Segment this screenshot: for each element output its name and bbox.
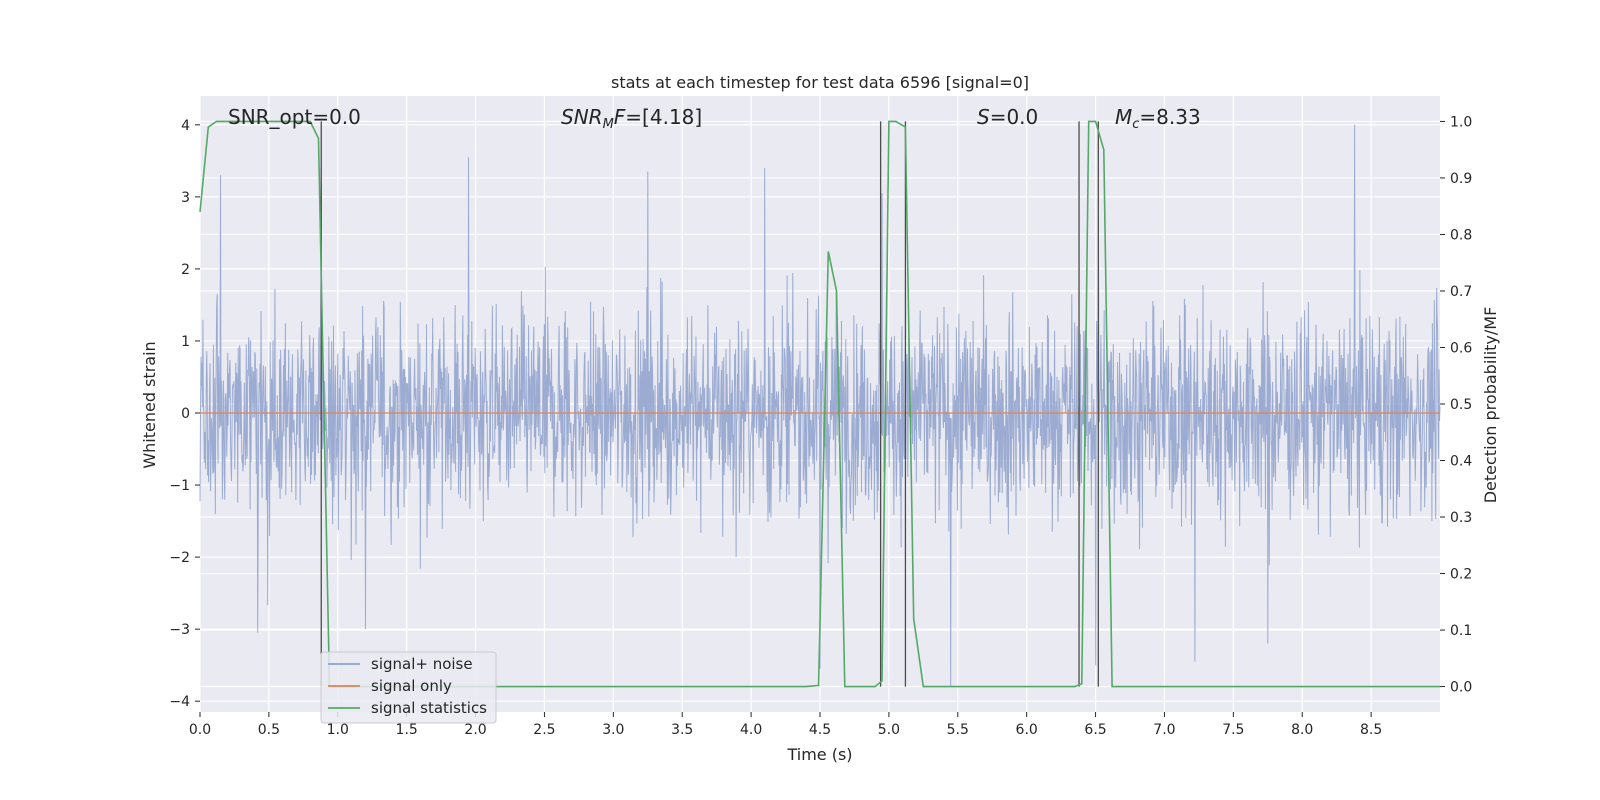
annotation-s-rest: =0.0: [990, 105, 1039, 129]
x-tick-label: 3.5: [671, 722, 693, 738]
x-tick-label: 8.0: [1291, 722, 1313, 738]
annotation-snr-mf-sub: M: [603, 117, 614, 132]
legend-label-signal-noise: signal+ noise: [371, 655, 473, 673]
y-tick-label: 2: [181, 262, 190, 278]
y2-tick-label: 0.3: [1450, 510, 1472, 526]
x-tick-label: 8.5: [1360, 722, 1382, 738]
y2-tick-label: 0.1: [1450, 623, 1472, 639]
y-tick-label: −1: [169, 478, 190, 494]
y-tick-label: 0: [181, 406, 190, 422]
noise-series: [199, 124, 1441, 687]
legend: signal+ noise signal only signal statist…: [320, 651, 497, 724]
annotation-s-base: S: [977, 105, 990, 129]
annotation-snr-mf-rest: =[4.18]: [625, 105, 702, 129]
y-ticks: 4 3 2 1 0 −1 −2 −3 −4: [169, 118, 200, 710]
x-tick-label: 4.0: [740, 722, 762, 738]
x-tick-label: 4.5: [809, 722, 831, 738]
x-tick-label: 1.5: [396, 722, 418, 738]
y2-tick-label: 0.9: [1450, 171, 1472, 187]
x-tick-label: 0.5: [258, 722, 280, 738]
y2-tick-label: 0.6: [1450, 340, 1472, 356]
y2-tick-label: 0.5: [1450, 397, 1472, 413]
y2-tick-label: 0.7: [1450, 284, 1472, 300]
x-axis-label: Time (s): [786, 745, 852, 764]
annotation-s: S=0.0: [977, 105, 1038, 129]
annotation-snr-mf-base: SNR: [561, 105, 603, 129]
vertical-markers: [320, 121, 1099, 687]
y-tick-label: −2: [169, 550, 190, 566]
y-tick-label: 4: [181, 118, 190, 134]
x-tick-label: 6.0: [1016, 722, 1038, 738]
x-tick-label: 6.5: [1084, 722, 1106, 738]
y2-tick-label: 0.0: [1450, 680, 1472, 696]
signal-statistics-line: [199, 120, 1440, 688]
x-tick-label: 5.5: [947, 722, 969, 738]
x-tick-label: 2.0: [464, 722, 486, 738]
y2-tick-label: 0.4: [1450, 454, 1472, 470]
chart-title: stats at each timestep for test data 659…: [611, 73, 1029, 92]
y-tick-label: 3: [181, 190, 190, 206]
legend-label-signal-statistics: signal statistics: [371, 699, 487, 717]
y-tick-label: −3: [169, 622, 190, 638]
annotation-mc-rest: =8.33: [1139, 105, 1200, 129]
annotation-snr-mf: SNRMF=[4.18]: [561, 105, 702, 132]
x-tick-label: 0.0: [189, 722, 211, 738]
signal-noise-line: [199, 124, 1441, 687]
y2-ticks: 1.0 0.9 0.8 0.7 0.6 0.5 0.4 0.3 0.2 0.1 0.0: [1440, 114, 1472, 696]
annotation-snr-mf-f: F: [614, 105, 626, 129]
annotation-mc-sub: c: [1132, 117, 1139, 132]
annotation-mc: Mc=8.33: [1115, 105, 1201, 132]
x-tick-label: 7.0: [1153, 722, 1175, 738]
y-tick-label: 1: [181, 334, 190, 350]
x-tick-label: 7.5: [1222, 722, 1244, 738]
x-tick-label: 2.5: [533, 722, 555, 738]
x-tick-label: 5.0: [878, 722, 900, 738]
x-ticks: 0.0 0.5 1.0 1.5 2.0 2.5 3.0 3.5 4.0 4.5 5.0 5.5 6.0 6…: [189, 712, 1382, 738]
y2-tick-label: 0.2: [1450, 567, 1472, 583]
legend-label-signal-only: signal only: [371, 677, 452, 695]
x-tick-label: 1.0: [327, 722, 349, 738]
legend-box: [320, 651, 497, 724]
y2-tick-label: 1.0: [1450, 114, 1472, 130]
annotation-snr-opt: SNR_opt=0.0: [228, 105, 361, 129]
y-tick-label: −4: [169, 694, 190, 710]
annotation-mc-base: M: [1115, 105, 1132, 129]
x-tick-label: 3.0: [602, 722, 624, 738]
y-axis-label: Whitened strain: [140, 341, 159, 468]
y2-tick-label: 0.8: [1450, 227, 1472, 243]
y2-axis-label: Detection probability/MF: [1481, 307, 1500, 504]
